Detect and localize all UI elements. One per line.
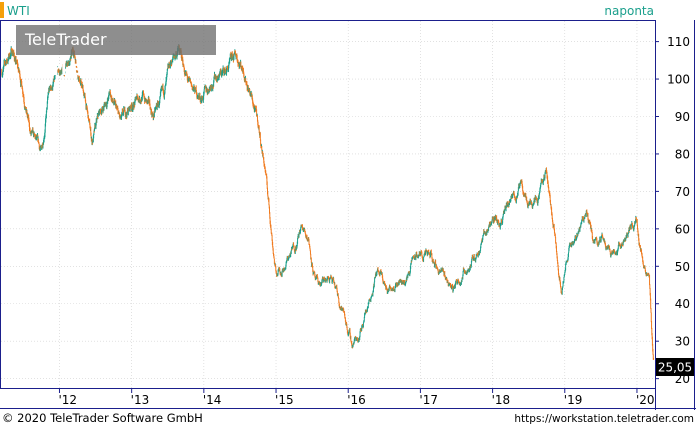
interval-label: naponta bbox=[604, 4, 654, 18]
y-tick-label: 40 bbox=[675, 297, 690, 311]
y-tick-label: 100 bbox=[667, 73, 690, 87]
price-candles bbox=[1, 44, 655, 360]
y-tick-label: 80 bbox=[675, 147, 690, 161]
y-tick-label: 110 bbox=[667, 35, 690, 49]
footer-url[interactable]: https://workstation.teletrader.com bbox=[514, 413, 694, 425]
x-tick-label: '18 bbox=[492, 393, 511, 407]
x-tick-label: '19 bbox=[564, 393, 583, 407]
x-tick-label: '12 bbox=[58, 393, 77, 407]
last-value-text: 25,05 bbox=[658, 361, 692, 375]
x-tick-label: '17 bbox=[419, 393, 438, 407]
watermark-brand-light: TeleTrader bbox=[25, 30, 107, 49]
y-tick-label: 30 bbox=[675, 335, 690, 349]
y-tick-label: 90 bbox=[675, 110, 690, 124]
x-tick-label: '15 bbox=[275, 393, 294, 407]
x-tick-label: '13 bbox=[131, 393, 150, 407]
last-value-badge bbox=[656, 358, 694, 376]
symbol-label: WTI bbox=[7, 4, 30, 18]
accent-bar bbox=[0, 2, 4, 18]
y-tick-label: 50 bbox=[675, 260, 690, 274]
x-axis-ticks: '12 '13 '14 '15 '16 '17 '18 '19 '20 bbox=[58, 388, 655, 407]
x-tick-label: '16 bbox=[347, 393, 366, 407]
watermark-brand-bold: WorkStation bbox=[25, 60, 138, 79]
watermark: TeleTrader WorkStation bbox=[16, 25, 216, 79]
gridlines bbox=[1, 21, 655, 388]
y-tick-label: 60 bbox=[675, 222, 690, 236]
footer-copyright: © 2020 TeleTrader Software GmbH bbox=[2, 411, 203, 425]
y-tick-label: 70 bbox=[675, 185, 690, 199]
x-tick-label: '20 bbox=[636, 393, 655, 407]
x-tick-label: '14 bbox=[203, 393, 222, 407]
